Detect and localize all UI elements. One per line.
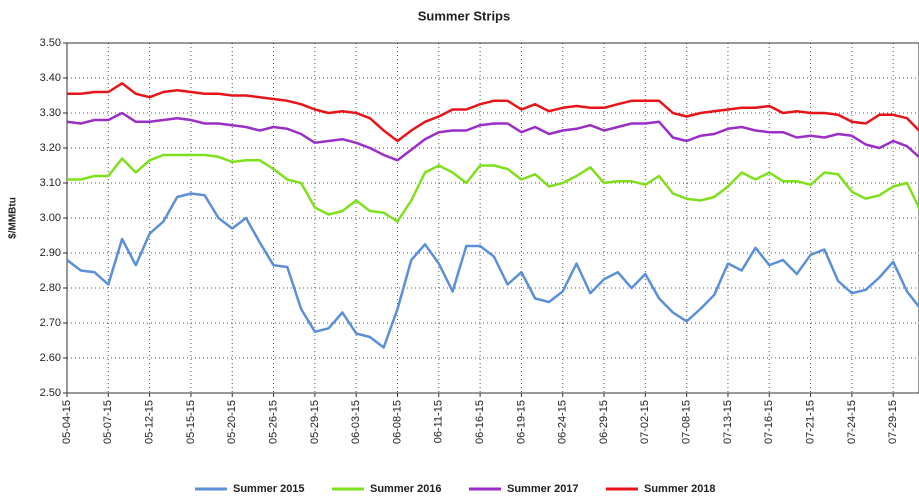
- y-tick-label: 2.60: [40, 352, 61, 364]
- x-tick-label: 05-12-15: [144, 400, 156, 444]
- y-tick-label: 2.80: [40, 282, 61, 294]
- x-tick-label: 07-29-15: [887, 400, 899, 444]
- x-tick-label: 05-07-15: [102, 400, 114, 444]
- y-tick-label: 3.10: [40, 177, 61, 189]
- series-line: [67, 82, 919, 143]
- x-tick-label: 06-11-15: [433, 400, 445, 443]
- x-tick-label: 07-13-15: [722, 400, 734, 444]
- x-tick-label: 07-08-15: [681, 400, 693, 444]
- x-tick-label: 06-24-15: [557, 400, 569, 444]
- legend-label: Summer 2016: [370, 483, 442, 495]
- y-tick-label: 3.40: [40, 72, 61, 84]
- legend-label: Summer 2018: [644, 483, 716, 495]
- x-tick-label: 06-03-15: [350, 400, 362, 444]
- chart-title: Summer Strips: [418, 8, 510, 23]
- y-axis-label: $/MMBtu: [8, 197, 19, 239]
- x-tick-label: 05-20-15: [226, 400, 238, 444]
- x-tick-label: 07-24-15: [846, 400, 858, 444]
- x-tick-label: 07-02-15: [639, 400, 651, 444]
- x-tick-label: 06-29-15: [598, 400, 610, 444]
- y-tick-label: 3.00: [40, 212, 61, 224]
- x-tick-label: 06-16-15: [474, 400, 486, 444]
- x-tick-label: 07-16-15: [763, 400, 775, 444]
- series-line: [67, 153, 919, 223]
- y-tick-label: 3.30: [40, 107, 61, 119]
- y-tick-label: 3.20: [40, 142, 61, 154]
- y-tick-label: 2.70: [40, 317, 61, 329]
- x-tick-label: 06-19-15: [515, 400, 527, 444]
- x-tick-label: 05-29-15: [309, 400, 321, 444]
- x-tick-label: 05-04-15: [61, 400, 73, 444]
- y-tick-label: 3.50: [40, 37, 61, 49]
- x-tick-label: 05-15-15: [185, 400, 197, 444]
- legend-label: Summer 2017: [507, 483, 579, 495]
- x-tick-label: 06-08-15: [391, 400, 403, 444]
- y-tick-label: 2.90: [40, 247, 61, 259]
- x-tick-label: 05-26-15: [267, 400, 279, 444]
- x-tick-label: 07-21-15: [804, 400, 816, 444]
- series-line: [66, 192, 919, 349]
- y-tick-label: 2.50: [40, 387, 61, 399]
- series-line: [66, 111, 919, 162]
- legend-label: Summer 2015: [233, 483, 305, 495]
- plot-frame: [66, 42, 919, 394]
